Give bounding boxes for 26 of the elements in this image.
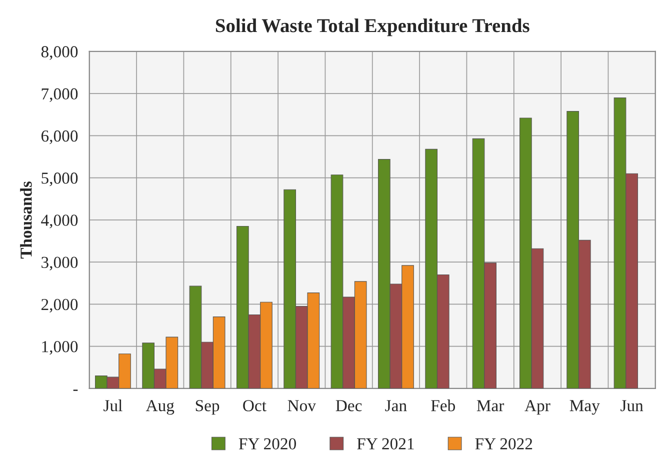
legend-label: FY 2020 [238,438,296,450]
chart-title: Solid Waste Total Expenditure Trends [216,18,530,36]
y-tick-label: 6,000 [41,130,78,144]
x-tick-label: Dec [336,400,362,412]
y-tick-label: 5,000 [42,172,78,186]
y-tick-label: 8,000 [41,46,78,60]
x-tick-label: Aug [146,400,174,415]
x-tick-label: Nov [288,400,316,412]
y-tick-label: 1,000 [42,341,78,355]
x-tick-label: Feb [431,400,455,412]
x-tick-label: Jun [620,400,644,412]
y-tick-label: 7,000 [42,88,78,102]
y-tick-label: 3,000 [42,256,78,270]
y-axis-title: Thousands [20,181,32,259]
y-tick-label: 4,000 [41,214,78,228]
x-tick-label: Apr [524,400,550,415]
y-tick-label: 2,000 [41,298,78,313]
x-tick-label: Jul [104,400,122,412]
y-tick-label: - [73,390,78,391]
x-tick-label: Oct [243,400,266,412]
x-tick-label: May [570,400,600,415]
x-tick-label: Jan [385,400,407,412]
legend-label: FY 2022 [475,438,532,450]
x-tick-label: Mar [476,400,504,412]
legend-label: FY 2021 [357,438,414,450]
x-tick-label: Sep [196,400,220,415]
